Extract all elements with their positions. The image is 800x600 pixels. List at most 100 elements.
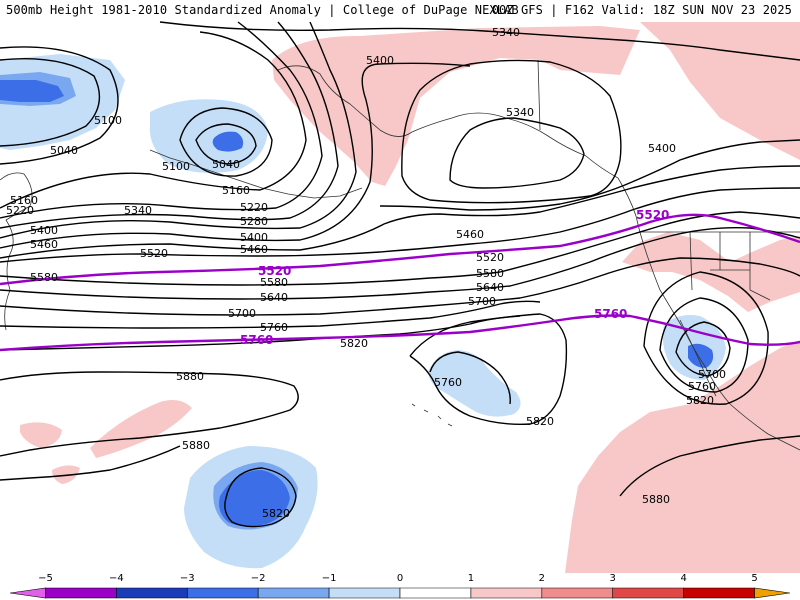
contour-5580 [0,211,800,286]
legend-tick-label: 2 [538,573,545,584]
valid-time: 00Z GFS | F162 Valid: 18Z SUN NOV 23 202… [491,3,792,17]
contour-5100-low [179,107,273,177]
label-5580-m: 5580 [260,276,288,289]
label-5580-e: 5580 [476,267,504,280]
label-5460-e: 5460 [456,228,484,241]
highlight-5760 [0,314,800,352]
contour-labels: 5340 5400 5340 5100 5040 5100 5040 5160 … [6,26,726,520]
label-5520-highlight-e: 5520 [636,208,669,222]
contour-5040-low [195,123,257,165]
label-5760-m: 5760 [260,321,288,334]
legend-tick-label: −1 [321,573,337,584]
color-legend: −5 −4 −3 −2 −1 0 1 2 3 4 5 [0,573,800,600]
legend-tick-label: 4 [680,573,687,584]
negative-anomaly-west-inner [0,80,64,102]
positive-anomaly-pacific-w [20,422,62,448]
legend-bin [541,587,614,599]
contour-5400-w [0,62,471,249]
label-5760-low: 5760 [688,380,716,393]
legend-bin [612,587,684,599]
contour-5820-low [643,271,769,405]
contour-5880-sw [0,445,181,481]
aleutians [149,149,363,199]
legend-tick-label: 0 [396,573,404,584]
contour-5340-top [159,21,800,61]
legend-bin [399,587,472,599]
label-5880-sw: 5880 [182,439,210,452]
label-5220-w: 5220 [6,204,34,217]
label-5700-low: 5700 [698,368,726,381]
product-title: 500mb Height 1981-2010 Standardized Anom… [6,3,519,17]
contour-5100-w [0,46,119,165]
contour-5700-low [675,321,731,377]
title-bar: 500mb Height 1981-2010 Standardized Anom… [0,0,800,20]
label-5520-w: 5520 [140,247,168,260]
label-5700-e: 5700 [468,295,496,308]
west-coast [617,177,800,451]
contour-5640 [0,227,800,300]
label-5520-e: 5520 [476,251,504,264]
positive-anomaly-west-us [622,232,800,312]
label-5460-m: 5460 [240,243,268,256]
label-5400-ak: 5400 [366,54,394,67]
negative-anomaly-sw-core [219,470,290,527]
contour-5760-low [659,297,749,393]
label-5100-w: 5100 [94,114,122,127]
negative-anomaly-low-core [212,131,244,152]
contour-5880-se [619,435,800,497]
label-5820-sw: 5820 [262,507,290,520]
label-5340-w: 5340 [124,204,152,217]
negative-anomaly-low [149,99,268,173]
label-5340-top: 5340 [492,26,520,39]
label-5700-m: 5700 [228,307,256,320]
legend-tick-label: 1 [467,573,475,584]
legend-bin [186,587,259,599]
legend-bin [45,587,117,599]
legend-tick-label: 5 [751,573,758,584]
contour-5280 [0,21,339,229]
contour-5340-ak [449,117,585,189]
label-5400-e: 5400 [648,142,676,155]
height-contours [0,21,800,528]
label-5880-w: 5880 [176,370,204,383]
hawaii [411,403,453,427]
label-5160-a: 5160 [222,184,250,197]
label-5580-w: 5580 [30,271,58,284]
label-5760-highlight-w: 5760 [240,333,273,347]
label-5760-isl: 5760 [434,376,462,389]
anomaly-shading [0,22,800,573]
positive-anomaly-pacific-sw [90,400,192,458]
legend-tick-label: −5 [38,573,53,584]
label-5520-highlight-w: 5520 [258,264,291,278]
legend-tick-label: 3 [609,573,616,584]
positive-anomaly-canada [640,22,800,160]
contour-5220 [0,21,323,219]
asia-coast [0,172,33,331]
label-5040-w: 5040 [50,144,78,157]
legend-bin [257,587,330,599]
highlight-contours [0,213,800,352]
legend-colorbar [9,587,791,599]
legend-bin [470,587,543,599]
positive-anomaly-mexico [565,340,800,573]
label-5100-low: 5100 [162,160,190,173]
contour-5160 [0,31,307,209]
canada-border [537,59,541,131]
highlight-labels: 5520 5520 5760 5760 [240,208,669,347]
contour-5820-pac [409,313,568,426]
label-5400-w: 5400 [30,224,58,237]
contour-5700 [0,257,800,316]
label-5820-pac: 5820 [526,415,554,428]
anomaly-map: 5340 5400 5340 5100 5040 5100 5040 5160 … [0,21,800,573]
contour-5340-w [0,21,357,239]
label-5280: 5280 [240,215,268,228]
contour-5520-w [0,187,800,263]
legend-bin [9,587,46,599]
legend-bin [683,587,755,599]
label-5640-e: 5640 [476,281,504,294]
label-5880-se: 5880 [642,493,670,506]
label-5340-ak: 5340 [506,106,534,119]
contour-5880-w [0,371,299,457]
label-5820-m: 5820 [340,337,368,350]
highlight-5520 [0,213,800,286]
